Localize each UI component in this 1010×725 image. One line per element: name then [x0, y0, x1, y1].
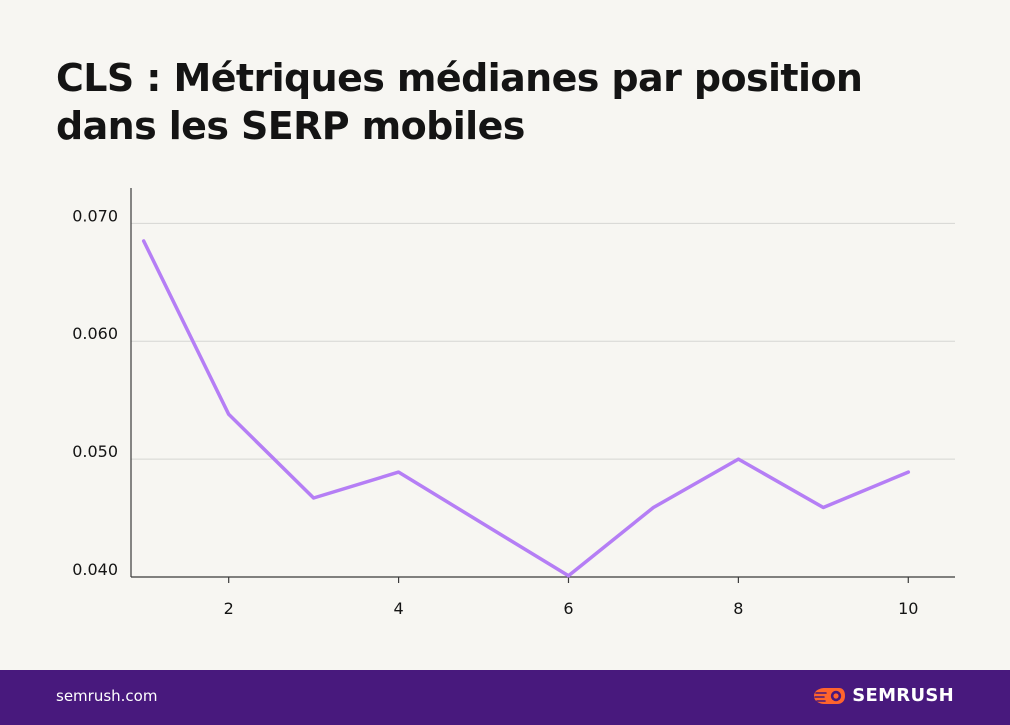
flame-streaks: [814, 691, 828, 702]
data-point: [737, 457, 740, 461]
y-tick-label: 0.070: [72, 206, 118, 225]
data-point: [142, 239, 145, 243]
chart-title-line-1: CLS : Métriques médianes par position: [56, 56, 863, 100]
x-tick-label: 2: [224, 599, 234, 618]
chart-title: CLS : Métriques médianes par position da…: [56, 54, 956, 150]
y-tick-label: 0.050: [72, 442, 118, 461]
tick-labels: 0.040 0.050 0.060 0.070 2 4 6 8 10: [72, 206, 918, 618]
x-tick-label: 8: [733, 599, 743, 618]
line-chart: 0.040 0.050 0.060 0.070 2 4 6 8 10: [72, 188, 955, 618]
x-tick-label: 10: [898, 599, 918, 618]
data-point: [822, 506, 825, 509]
x-tick-label: 6: [563, 599, 573, 618]
series-line: [141, 239, 911, 578]
data-point: [907, 470, 910, 474]
series-layer: [141, 239, 911, 578]
data-point: [652, 506, 655, 509]
brand-name: SEMRUSH: [852, 685, 954, 706]
semrush-flame-icon: [814, 687, 846, 704]
data-point: [397, 470, 400, 474]
y-tick-label: 0.040: [72, 560, 118, 579]
x-tick-label: 4: [393, 599, 403, 618]
data-point: [227, 413, 230, 416]
data-point: [482, 522, 485, 526]
data-point: [312, 496, 315, 500]
flame-eye: [833, 692, 839, 699]
y-tick-label: 0.060: [72, 324, 118, 343]
footer-bar: semrush.com SEMRUSH: [0, 670, 1010, 725]
data-point: [567, 574, 570, 578]
gridlines: [131, 222, 955, 460]
chart-title-line-2: dans les SERP mobiles: [56, 104, 525, 148]
site-url: semrush.com: [56, 687, 158, 705]
axes: [130, 188, 955, 583]
brand-logo: SEMRUSH: [812, 685, 954, 706]
